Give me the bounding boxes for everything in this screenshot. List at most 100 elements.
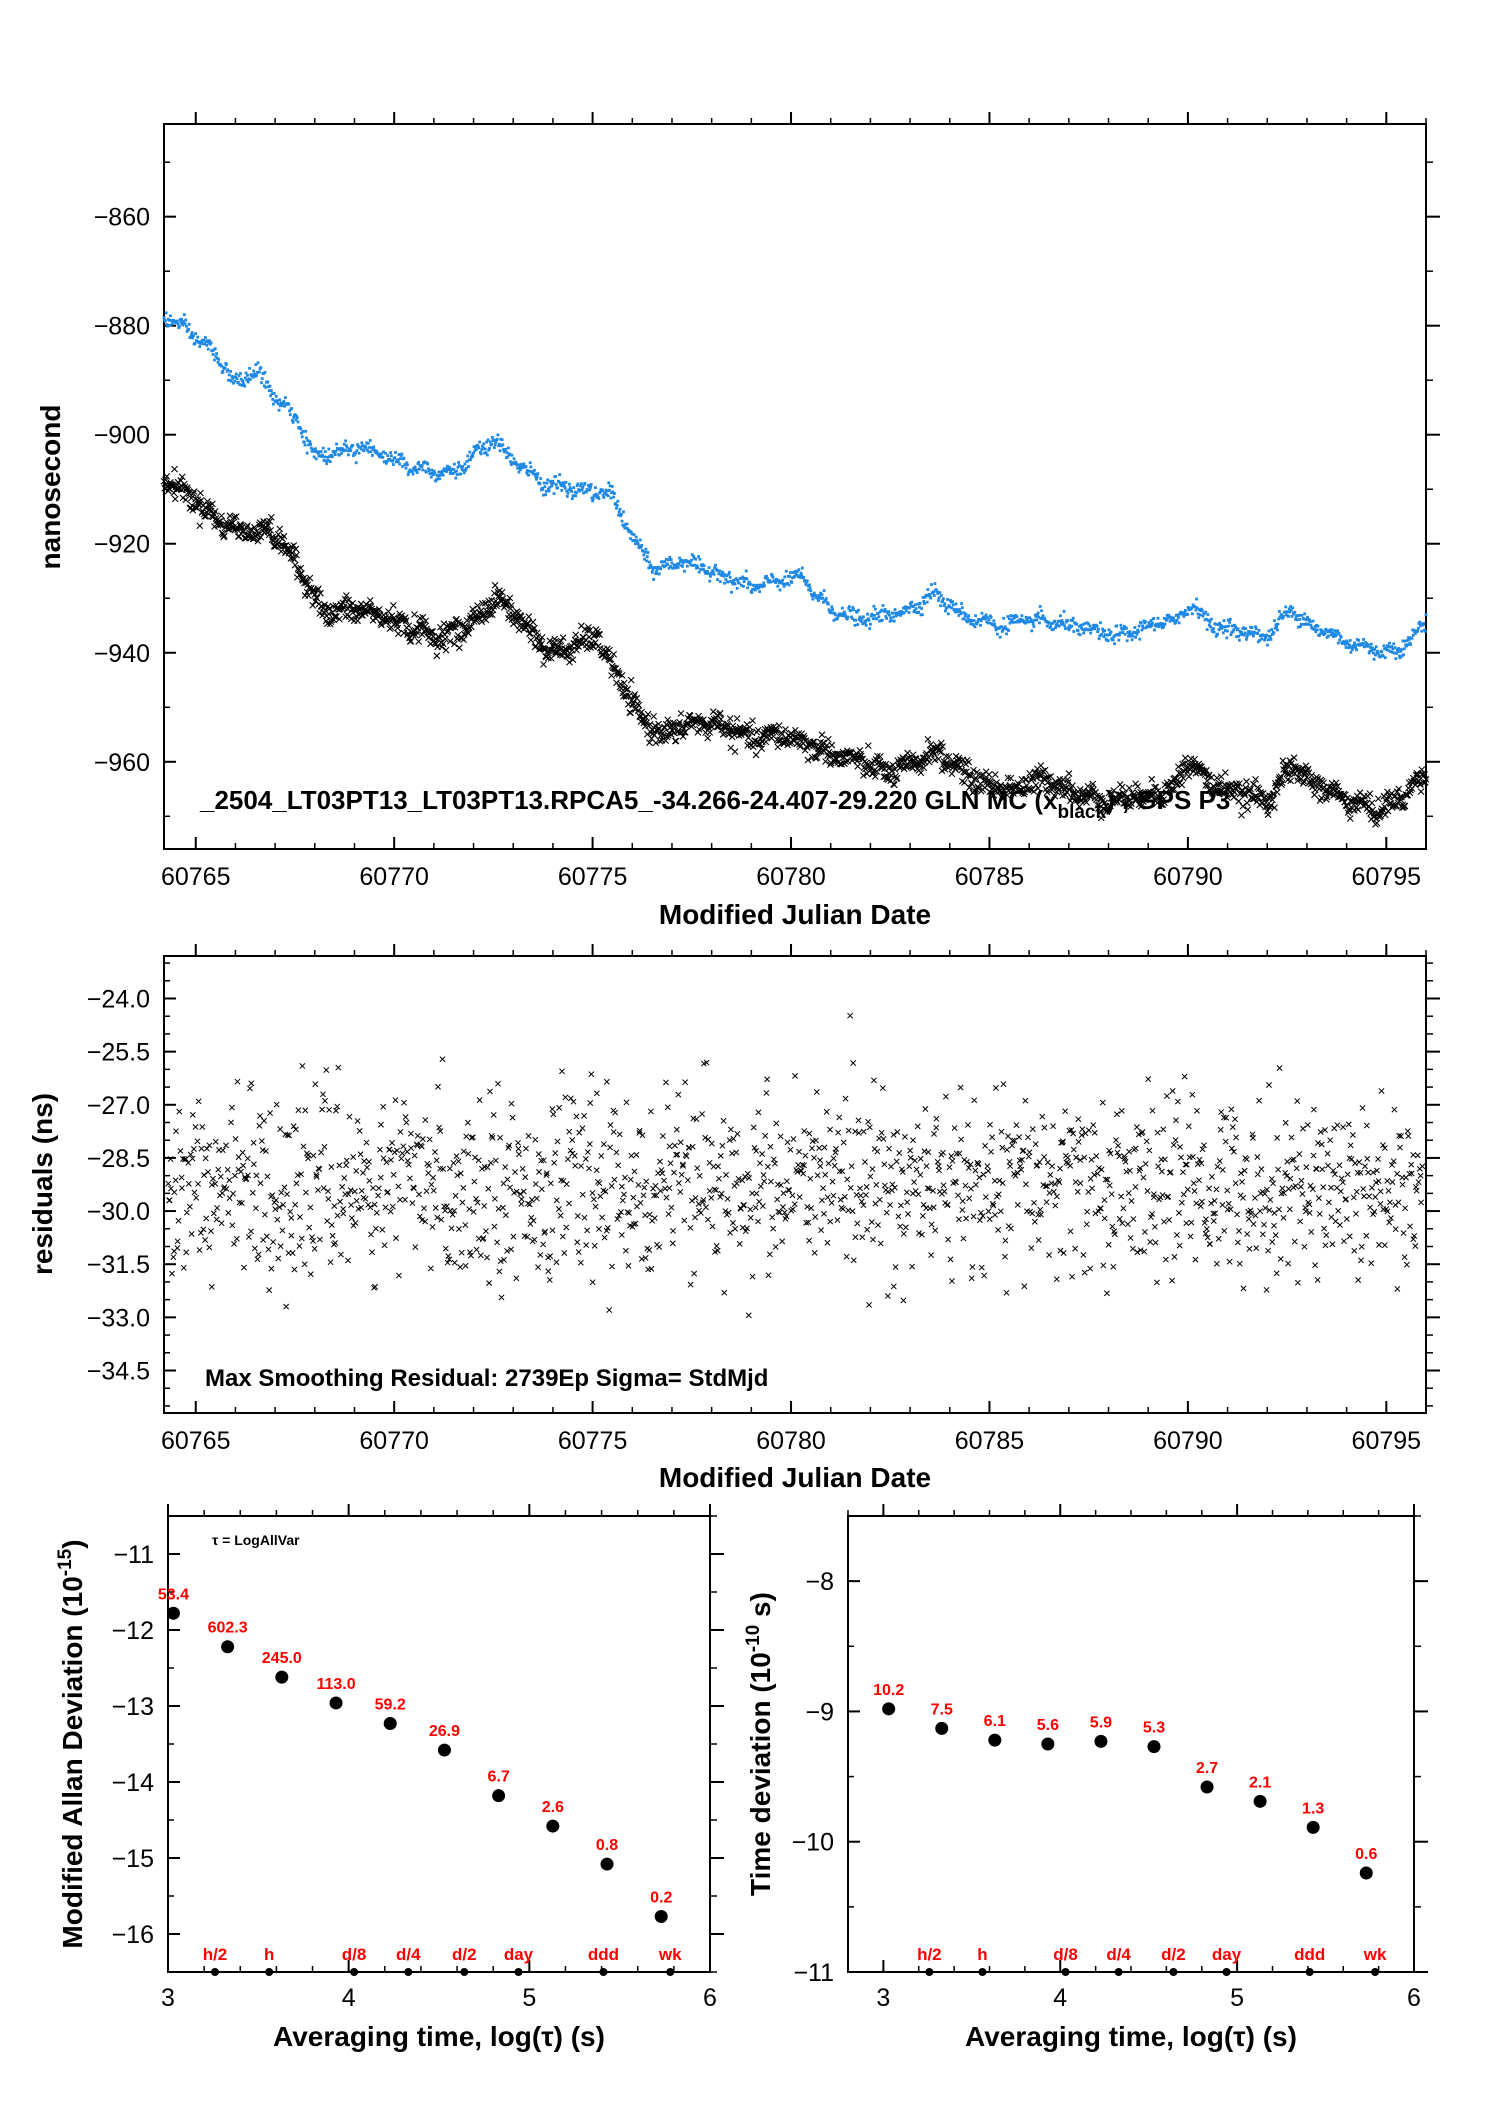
data-point: [1223, 619, 1226, 622]
data-point: [1024, 622, 1027, 625]
data-point: [525, 465, 528, 468]
data-point: [539, 482, 542, 485]
data-point: [854, 624, 857, 627]
data-point: [1035, 619, 1038, 622]
data-point: [651, 571, 654, 574]
data-point: [346, 446, 349, 449]
data-point: [1269, 636, 1272, 639]
data-point: [1191, 612, 1194, 615]
data-point: [414, 466, 417, 469]
data-point: [266, 380, 269, 383]
data-point: [1276, 629, 1279, 632]
data-point: [946, 598, 949, 601]
data-point: [758, 590, 761, 593]
data-point: [554, 475, 557, 478]
data-point: [734, 583, 737, 586]
data-point: [823, 589, 826, 592]
data-point: [1225, 637, 1228, 640]
data-point: [743, 580, 746, 583]
data-point: [527, 474, 530, 477]
data-point: [714, 564, 717, 567]
data-point: [581, 488, 584, 491]
data-point: [800, 572, 803, 575]
data-point: [570, 490, 573, 493]
data-point: [356, 449, 359, 452]
data-point: [467, 465, 470, 468]
data-point: [1277, 623, 1280, 626]
data-point: [889, 617, 892, 620]
data-point: [1244, 632, 1247, 635]
data-point: [854, 619, 857, 622]
data-point: [331, 455, 334, 458]
data-point: [827, 603, 830, 606]
data-point: [1157, 617, 1160, 620]
data-point: [212, 353, 215, 356]
data-point: [418, 468, 421, 471]
data-point: [1136, 633, 1139, 636]
data-point: [568, 483, 571, 486]
data-point: [990, 616, 993, 619]
data-point: [1245, 638, 1248, 641]
data-point: [874, 608, 877, 611]
data-point: [1097, 628, 1100, 631]
data-point: [1270, 638, 1273, 641]
data-point: [981, 612, 984, 615]
data-point: [270, 389, 273, 392]
data-point: [1425, 613, 1428, 616]
data-point: [430, 476, 433, 479]
data-point: [225, 363, 228, 366]
data-point: [164, 320, 167, 323]
data-point: [919, 602, 922, 605]
data-point: [1138, 625, 1141, 628]
data-point: [309, 440, 312, 443]
data-point: [1131, 635, 1134, 638]
data-point: [489, 440, 492, 443]
data-point: [622, 510, 625, 513]
data-point: [1403, 647, 1406, 650]
data-point: [1012, 621, 1015, 624]
data-point: [1063, 610, 1066, 613]
data-point: [607, 481, 610, 484]
y-tick-label: −880: [94, 313, 150, 341]
data-point: [1112, 638, 1115, 641]
data-point: [571, 497, 574, 500]
data-point: [344, 449, 347, 452]
data-point: [659, 568, 662, 571]
data-point: [580, 482, 583, 485]
data-point: [914, 603, 917, 606]
data-point: [865, 624, 868, 627]
data-point: [1290, 609, 1293, 612]
data-point: [1049, 625, 1052, 628]
data-point: [873, 605, 876, 608]
data-point: [455, 470, 458, 473]
data-point: [1089, 632, 1092, 635]
data-point: [416, 471, 419, 474]
data-point: [304, 430, 307, 433]
data-point: [513, 457, 516, 460]
data-point: [246, 374, 249, 377]
data-point: [1038, 621, 1041, 624]
data-point: [544, 493, 547, 496]
data-point: [666, 563, 669, 566]
data-point: [1402, 653, 1405, 656]
data-point: [621, 520, 624, 523]
data-point: [689, 561, 692, 564]
data-point: [1005, 632, 1008, 635]
data-point: [938, 591, 941, 594]
data-point: [1296, 618, 1299, 621]
data-point: [716, 578, 719, 581]
data-point: [910, 601, 913, 604]
data-point: [613, 492, 616, 495]
data-point: [415, 468, 418, 471]
data-point: [204, 336, 207, 339]
x-tick-label: 60790: [1153, 863, 1223, 891]
data-point: [612, 496, 615, 499]
data-point: [456, 473, 459, 476]
data-point: [1126, 639, 1129, 642]
data-point: [881, 619, 884, 622]
data-point: [546, 482, 549, 485]
data-point: [1054, 620, 1057, 623]
